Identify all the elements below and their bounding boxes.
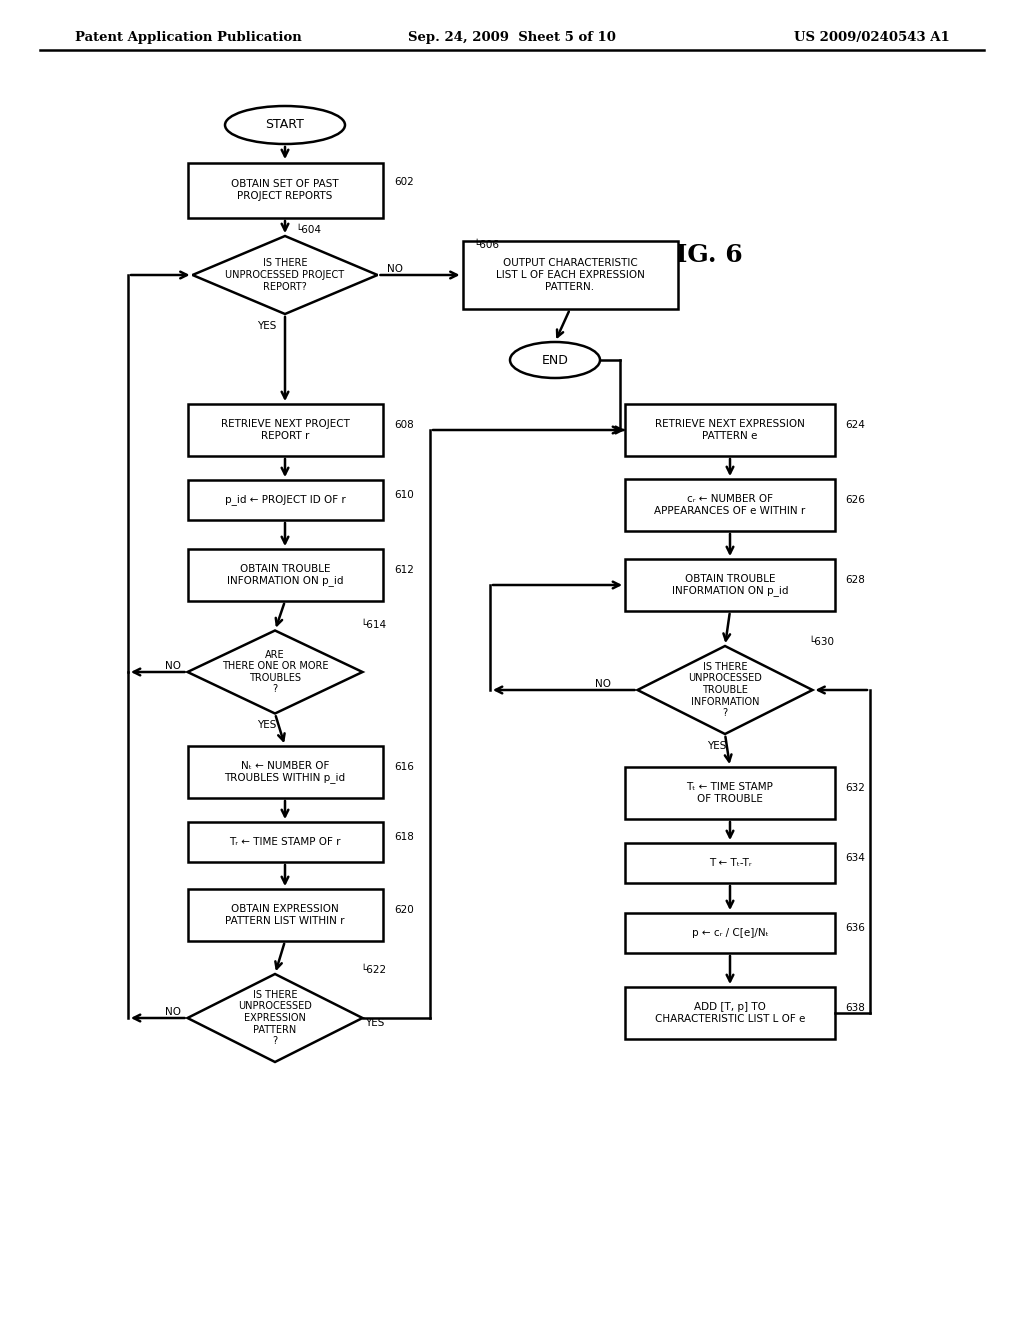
Text: 634: 634 — [845, 853, 865, 863]
Text: 608: 608 — [394, 420, 415, 430]
Text: └622: └622 — [360, 965, 386, 975]
Ellipse shape — [225, 106, 345, 144]
Text: YES: YES — [708, 741, 727, 751]
Bar — [187, 162, 383, 218]
Polygon shape — [187, 974, 362, 1063]
Text: IS THERE
UNPROCESSED PROJECT
REPORT?: IS THERE UNPROCESSED PROJECT REPORT? — [225, 259, 344, 292]
Text: Nₜ ← NUMBER OF
TROUBLES WITHIN p_id: Nₜ ← NUMBER OF TROUBLES WITHIN p_id — [224, 760, 345, 783]
Text: 626: 626 — [845, 495, 865, 506]
Text: 616: 616 — [394, 762, 415, 772]
Text: 638: 638 — [845, 1003, 865, 1012]
Bar — [187, 822, 383, 862]
Bar — [463, 242, 678, 309]
Bar — [625, 479, 835, 531]
Text: IS THERE
UNPROCESSED
EXPRESSION
PATTERN
?: IS THERE UNPROCESSED EXPRESSION PATTERN … — [238, 990, 312, 1047]
Text: 612: 612 — [394, 565, 415, 576]
Text: 602: 602 — [394, 177, 415, 187]
Text: └606: └606 — [473, 240, 499, 249]
Text: NO: NO — [165, 1007, 180, 1016]
Text: YES: YES — [257, 721, 276, 730]
Text: cᵣ ← NUMBER OF
APPEARANCES OF e WITHIN r: cᵣ ← NUMBER OF APPEARANCES OF e WITHIN r — [654, 494, 806, 516]
Polygon shape — [193, 236, 378, 314]
Bar — [625, 987, 835, 1039]
Bar — [625, 404, 835, 455]
Text: p ← cᵣ / C[e]/Nₜ: p ← cᵣ / C[e]/Nₜ — [691, 928, 768, 939]
Text: Sep. 24, 2009  Sheet 5 of 10: Sep. 24, 2009 Sheet 5 of 10 — [408, 30, 616, 44]
Bar — [187, 480, 383, 520]
Bar — [625, 913, 835, 953]
Text: IS THERE
UNPROCESSED
TROUBLE
INFORMATION
?: IS THERE UNPROCESSED TROUBLE INFORMATION… — [688, 661, 762, 718]
Bar — [625, 843, 835, 883]
Polygon shape — [187, 631, 362, 714]
Text: p_id ← PROJECT ID OF r: p_id ← PROJECT ID OF r — [224, 495, 345, 506]
Bar — [625, 767, 835, 818]
Bar — [187, 888, 383, 941]
Text: ARE
THERE ONE OR MORE
TROUBLES
?: ARE THERE ONE OR MORE TROUBLES ? — [222, 649, 329, 694]
Text: YES: YES — [365, 1018, 384, 1028]
Text: 610: 610 — [394, 490, 415, 500]
Text: ADD [T, p] TO
CHARACTERISTIC LIST L OF e: ADD [T, p] TO CHARACTERISTIC LIST L OF e — [654, 1002, 805, 1024]
Text: └630: └630 — [808, 638, 834, 647]
Bar — [187, 404, 383, 455]
Text: OBTAIN TROUBLE
INFORMATION ON p_id: OBTAIN TROUBLE INFORMATION ON p_id — [672, 574, 788, 597]
Bar — [187, 549, 383, 601]
Text: Patent Application Publication: Patent Application Publication — [75, 30, 302, 44]
Text: OBTAIN EXPRESSION
PATTERN LIST WITHIN r: OBTAIN EXPRESSION PATTERN LIST WITHIN r — [225, 904, 345, 925]
Text: Tₜ ← TIME STAMP
OF TROUBLE: Tₜ ← TIME STAMP OF TROUBLE — [686, 783, 773, 804]
Text: 632: 632 — [845, 783, 865, 793]
Text: 636: 636 — [845, 923, 865, 933]
Text: NO: NO — [387, 264, 403, 275]
Text: FIG. 6: FIG. 6 — [657, 243, 742, 267]
Text: 624: 624 — [845, 420, 865, 430]
Bar — [625, 558, 835, 611]
Text: └614: └614 — [360, 620, 386, 631]
Bar — [187, 746, 383, 799]
Text: OUTPUT CHARACTERISTIC
LIST L OF EACH EXPRESSION
PATTERN.: OUTPUT CHARACTERISTIC LIST L OF EACH EXP… — [496, 259, 644, 292]
Text: RETRIEVE NEXT PROJECT
REPORT r: RETRIEVE NEXT PROJECT REPORT r — [220, 420, 349, 441]
Text: T ← Tₜ-Tᵣ: T ← Tₜ-Tᵣ — [709, 858, 752, 869]
Text: END: END — [542, 354, 568, 367]
Text: US 2009/0240543 A1: US 2009/0240543 A1 — [795, 30, 950, 44]
Text: 620: 620 — [394, 906, 415, 915]
Text: START: START — [265, 119, 304, 132]
Text: RETRIEVE NEXT EXPRESSION
PATTERN e: RETRIEVE NEXT EXPRESSION PATTERN e — [655, 420, 805, 441]
Text: NO: NO — [595, 678, 610, 689]
Text: 628: 628 — [845, 576, 865, 585]
Ellipse shape — [510, 342, 600, 378]
Polygon shape — [638, 645, 812, 734]
Text: OBTAIN SET OF PAST
PROJECT REPORTS: OBTAIN SET OF PAST PROJECT REPORTS — [231, 180, 339, 201]
Text: └604: └604 — [295, 224, 321, 235]
Text: Tᵣ ← TIME STAMP OF r: Tᵣ ← TIME STAMP OF r — [229, 837, 341, 847]
Text: YES: YES — [257, 321, 276, 331]
Text: 618: 618 — [394, 832, 415, 842]
Text: OBTAIN TROUBLE
INFORMATION ON p_id: OBTAIN TROUBLE INFORMATION ON p_id — [226, 564, 343, 586]
Text: NO: NO — [165, 661, 180, 671]
